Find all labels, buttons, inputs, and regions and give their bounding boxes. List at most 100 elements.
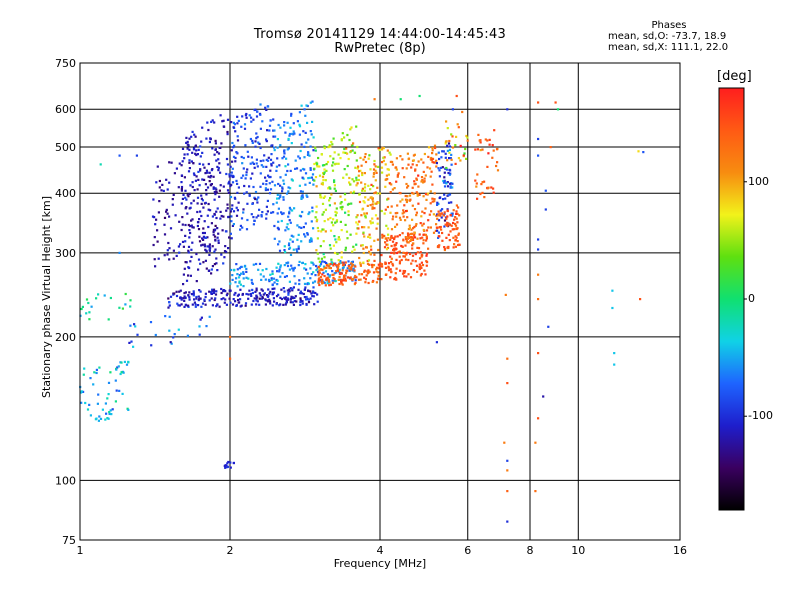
- echo-point: [255, 216, 258, 219]
- echo-point: [169, 227, 173, 230]
- echo-point: [289, 169, 292, 172]
- echo-point: [422, 170, 425, 173]
- echo-point: [214, 293, 218, 296]
- echo-point: [80, 401, 83, 404]
- echo-point: [401, 272, 405, 275]
- echo-point: [384, 241, 387, 244]
- x-tick-label: 6: [464, 544, 471, 557]
- echo-point: [332, 218, 335, 221]
- echo-point: [264, 278, 267, 281]
- echo-point: [283, 121, 286, 124]
- echo-point: [495, 148, 499, 151]
- echo-point: [107, 393, 110, 396]
- echo-point: [127, 408, 130, 411]
- echo-point: [437, 167, 440, 170]
- echo-point: [379, 262, 382, 265]
- echo-point: [214, 139, 217, 142]
- echo-point: [229, 165, 232, 168]
- sparse-echo-point: [613, 363, 616, 366]
- echo-point: [342, 279, 345, 282]
- echo-point: [361, 226, 364, 229]
- echo-point: [241, 226, 244, 229]
- echo-point: [273, 129, 276, 132]
- echo-point: [219, 171, 222, 174]
- echo-point: [448, 193, 452, 196]
- echo-point: [231, 278, 234, 281]
- echo-point: [385, 174, 388, 177]
- echo-point: [262, 159, 265, 162]
- echo-point: [354, 279, 357, 282]
- echo-point: [457, 157, 460, 160]
- echo-point: [120, 371, 123, 374]
- echo-point: [338, 282, 341, 286]
- echo-point: [325, 169, 328, 172]
- echo-point: [283, 124, 286, 127]
- echo-point: [215, 290, 218, 293]
- echo-point: [188, 229, 191, 232]
- echo-point: [371, 217, 374, 220]
- echo-point: [166, 253, 169, 256]
- echo-point: [366, 204, 369, 207]
- echo-point: [405, 240, 408, 243]
- echo-point: [419, 237, 422, 240]
- echo-point: [250, 120, 253, 123]
- echo-point: [88, 318, 91, 321]
- echo-point: [283, 275, 287, 278]
- echo-point: [372, 264, 376, 267]
- echo-point: [345, 271, 348, 275]
- echo-point: [176, 302, 179, 305]
- echo-point: [393, 249, 396, 252]
- echo-point: [384, 163, 387, 166]
- echo-point: [427, 192, 430, 195]
- echo-point: [446, 127, 449, 130]
- echo-point: [376, 165, 380, 168]
- echo-point: [129, 299, 132, 302]
- echo-point: [255, 162, 258, 165]
- echo-point: [408, 194, 412, 197]
- echo-point: [332, 264, 335, 267]
- echo-point: [396, 175, 399, 178]
- echo-point: [375, 281, 378, 284]
- echo-point: [226, 207, 229, 210]
- echo-point: [109, 296, 112, 300]
- echo-point: [233, 196, 236, 199]
- echo-point: [251, 139, 254, 142]
- echo-point: [311, 120, 314, 123]
- echo-point: [166, 188, 169, 191]
- echo-point: [459, 159, 462, 162]
- echo-point: [294, 167, 297, 170]
- echo-point: [387, 237, 390, 240]
- echo-point: [203, 299, 206, 302]
- echo-point: [186, 334, 189, 337]
- echo-point: [310, 240, 313, 243]
- echo-point: [341, 269, 344, 272]
- echo-point: [180, 181, 183, 184]
- echo-point: [92, 383, 95, 386]
- echo-point: [195, 149, 198, 152]
- echo-point: [251, 141, 254, 144]
- echo-point: [245, 173, 248, 177]
- echo-point: [212, 291, 215, 295]
- echo-point: [223, 256, 226, 259]
- echo-point: [333, 251, 337, 255]
- echo-point: [256, 300, 259, 303]
- echo-point: [213, 121, 216, 124]
- echo-point: [255, 198, 259, 201]
- echo-point: [155, 218, 158, 221]
- echo-point: [210, 272, 213, 275]
- echo-point: [433, 161, 437, 164]
- echo-point: [393, 243, 396, 246]
- echo-point: [288, 212, 291, 215]
- echo-point: [280, 288, 283, 291]
- echo-point: [332, 224, 335, 227]
- echo-point: [228, 289, 231, 292]
- echo-point: [385, 224, 388, 227]
- echo-point: [377, 271, 380, 274]
- echo-point: [272, 135, 275, 138]
- echo-point: [323, 168, 326, 171]
- echo-point: [245, 112, 248, 116]
- echo-point: [129, 305, 132, 308]
- echo-point: [315, 264, 318, 268]
- chart-title: Tromsø 20141129 14:44:00-14:45:43: [253, 27, 507, 42]
- echo-point: [367, 235, 370, 238]
